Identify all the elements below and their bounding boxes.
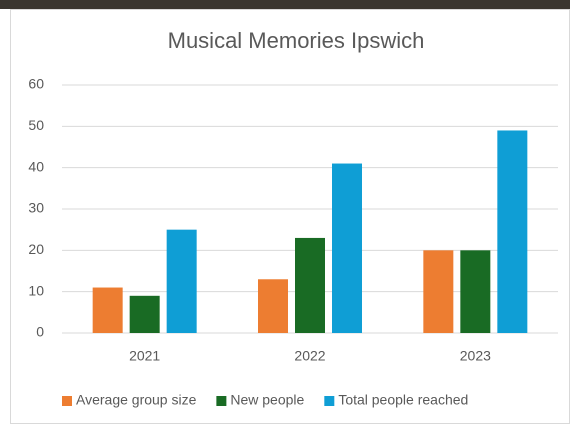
bar — [295, 237, 325, 333]
bar — [460, 250, 491, 333]
y-tick-label: 0 — [36, 324, 44, 340]
photo-strip — [0, 0, 570, 9]
x-tick-label: 2022 — [294, 348, 325, 364]
y-tick-label: 10 — [28, 282, 44, 298]
bar — [497, 130, 528, 333]
chart-frame — [10, 9, 570, 424]
y-tick-label: 50 — [28, 117, 44, 133]
legend-label: Total people reached — [338, 392, 468, 408]
y-tick-label: 60 — [28, 76, 44, 92]
y-tick-label: 20 — [28, 241, 44, 257]
legend-swatch — [216, 396, 227, 406]
legend-label: New people — [230, 392, 304, 408]
legend: Average group size New people Total people… — [62, 392, 468, 408]
y-tick-label: 40 — [28, 158, 44, 174]
bar — [423, 250, 454, 333]
y-tick-label: 30 — [28, 200, 44, 216]
legend-swatch — [324, 396, 335, 406]
legend-label: Average group size — [76, 392, 197, 408]
bar — [332, 163, 362, 333]
bar — [92, 287, 123, 333]
x-tick-label: 2023 — [460, 348, 491, 364]
x-tick-label: 2021 — [129, 348, 160, 364]
chart-title: Musical Memories Ipswich — [168, 28, 425, 53]
legend-swatch — [62, 396, 72, 406]
bar — [166, 229, 197, 333]
bar — [129, 295, 160, 333]
bar — [258, 279, 288, 333]
